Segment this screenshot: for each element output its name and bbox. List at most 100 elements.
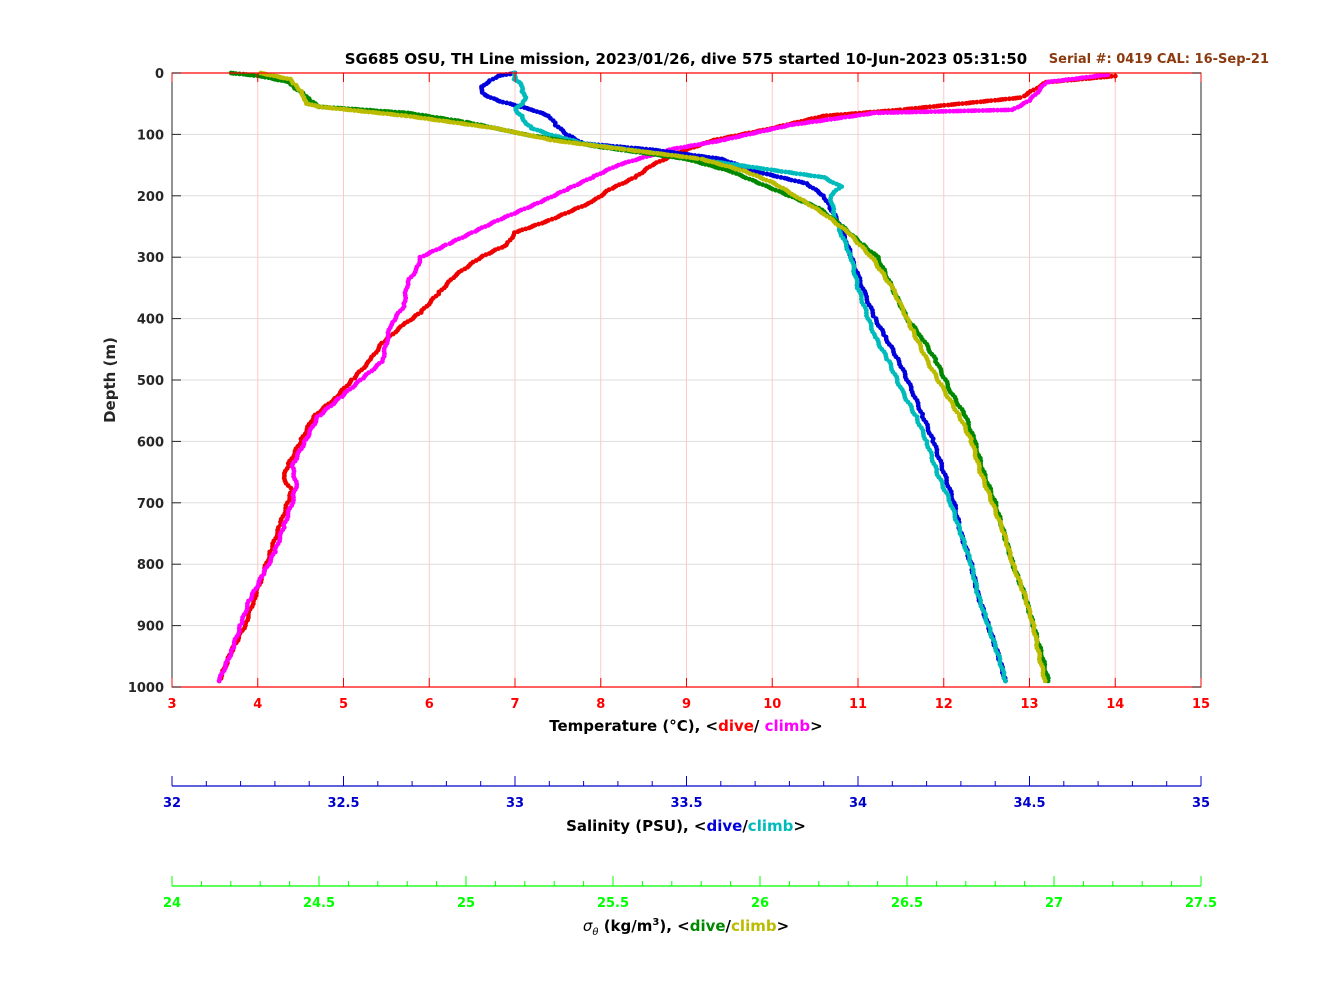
data-point — [998, 107, 1004, 113]
data-point — [562, 139, 568, 145]
data-point — [743, 175, 749, 181]
data-point — [914, 109, 919, 115]
data-point — [500, 99, 506, 105]
data-point — [395, 112, 401, 118]
data-point — [761, 166, 767, 172]
data-point — [918, 109, 923, 115]
data-point — [797, 171, 803, 177]
data-point — [913, 105, 918, 111]
axis-tick-label: 26.5 — [891, 896, 923, 911]
temperature-axis-label: Temperature (°C), <dive/ climb> — [549, 717, 823, 735]
data-point — [418, 115, 424, 121]
data-point — [761, 128, 767, 134]
data-point — [816, 114, 822, 120]
grid-lines — [171, 72, 1202, 688]
y-tick-label: 1000 — [128, 681, 164, 696]
data-point — [795, 121, 801, 127]
data-point — [1009, 107, 1015, 113]
data-point — [984, 108, 989, 113]
temperature-tick-label: 9 — [682, 697, 691, 712]
data-point — [636, 148, 642, 154]
data-point — [404, 113, 409, 119]
data-point — [633, 148, 638, 154]
data-point — [861, 112, 867, 117]
y-tick-label: 900 — [137, 620, 164, 635]
y-tick-label: 500 — [137, 374, 164, 389]
y-tick-label: 100 — [137, 128, 164, 143]
data-point — [1073, 76, 1079, 82]
data-point — [843, 114, 848, 120]
data-point — [525, 205, 531, 211]
data-point — [903, 109, 909, 115]
data-point — [352, 375, 358, 381]
data-point — [669, 152, 675, 158]
temperature-tick-label: 7 — [510, 697, 519, 712]
data-point — [665, 152, 671, 158]
series-salinity-climb — [511, 70, 1008, 684]
data-point — [951, 108, 956, 114]
y-tick-label: 200 — [137, 190, 164, 205]
data-point — [339, 394, 345, 399]
data-point — [945, 102, 951, 108]
data-point — [1087, 74, 1093, 80]
data-point — [799, 121, 805, 126]
data-point — [817, 118, 823, 124]
data-point — [992, 97, 998, 103]
y-tick-label: 0 — [155, 67, 164, 82]
data-point — [793, 171, 799, 177]
data-point — [366, 109, 372, 115]
data-point — [888, 110, 894, 115]
data-point — [931, 104, 937, 109]
data-point — [789, 177, 794, 183]
data-point — [808, 173, 814, 179]
data-point — [465, 122, 471, 127]
axis-tick-label: 33.5 — [670, 796, 702, 811]
data-point — [566, 140, 572, 145]
data-point — [716, 165, 722, 171]
data-point — [380, 111, 386, 116]
data-point — [680, 154, 686, 160]
data-point — [613, 145, 619, 151]
data-point — [763, 177, 769, 183]
data-point — [792, 178, 798, 184]
data-point — [706, 158, 712, 164]
data-point — [980, 108, 986, 113]
data-point — [520, 131, 526, 137]
data-point — [884, 110, 890, 115]
data-point — [812, 173, 817, 179]
data-point — [735, 162, 741, 168]
temperature-tick-label: 12 — [935, 697, 953, 712]
data-point — [778, 175, 784, 180]
data-point — [960, 101, 965, 106]
data-point — [695, 156, 700, 162]
data-point — [509, 212, 514, 218]
data-point — [352, 108, 357, 113]
data-point — [779, 169, 785, 174]
data-point — [1101, 72, 1107, 78]
data-point — [720, 162, 725, 168]
series-temperature-climb — [216, 72, 1110, 684]
data-point — [319, 104, 325, 110]
data-point — [832, 116, 837, 122]
axis-tick-label: 27 — [1045, 896, 1063, 911]
chart-title: SG685 OSU, TH Line mission, 2023/01/26, … — [345, 50, 1028, 68]
data-point — [566, 209, 572, 215]
data-point — [480, 124, 486, 129]
data-point — [710, 139, 715, 145]
temperature-tick-label: 10 — [763, 697, 781, 712]
y-tick-label: 700 — [137, 497, 164, 512]
data-point — [828, 116, 834, 122]
series-sigma-dive — [228, 70, 1051, 684]
axis-tick-label: 35 — [1192, 796, 1210, 811]
temperature-tick-label: 15 — [1192, 697, 1210, 712]
sigma-axis: 24 24.5 25 25.5 26 26.5 27 27.5 — [163, 876, 1217, 911]
temperature-tick-label: 6 — [425, 697, 434, 712]
temperature-tick-label: 8 — [596, 697, 605, 712]
y-tick-label: 600 — [137, 435, 164, 450]
axis-tick-label: 26 — [751, 896, 769, 911]
data-point — [362, 109, 368, 115]
data-point — [318, 412, 323, 418]
data-point — [729, 135, 735, 141]
data-point — [678, 145, 684, 151]
